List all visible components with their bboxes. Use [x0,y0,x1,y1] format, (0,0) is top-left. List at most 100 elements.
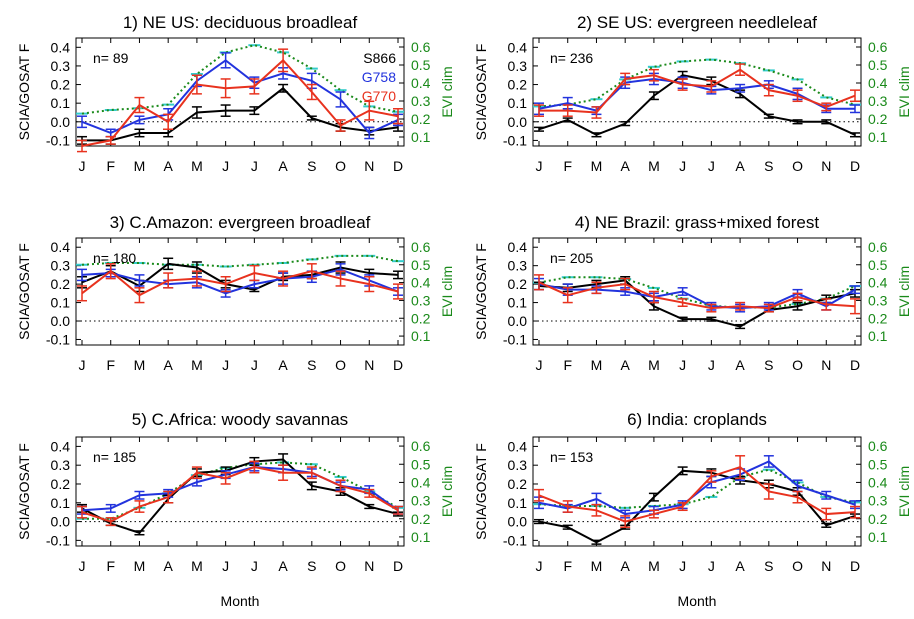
panel-title: 2) SE US: evergreen needleleaf [577,13,817,32]
month-label: M [591,158,603,174]
month-label: M [648,158,660,174]
month-label: M [191,558,203,574]
month-label: J [536,558,543,574]
x-axis-label: Month [221,593,260,609]
month-label: J [679,158,686,174]
series-line-S866 [82,86,399,142]
month-label: J [79,558,86,574]
plot-frame [75,37,405,147]
evi-tick-label: 0.1 [411,529,431,545]
y-tick-label: 0.4 [51,239,71,255]
month-label: S [307,357,316,373]
month-label: O [335,158,346,174]
evi-tick-label: 0.2 [868,310,888,326]
month-label: A [278,558,288,574]
evi-tick-label: 0.4 [868,75,888,91]
month-label: M [134,357,146,373]
y-tick-label: 0.1 [508,495,528,511]
evi-tick-label: 0.6 [411,39,431,55]
series-line-G770 [81,466,399,523]
n-label: n= 205 [550,250,593,266]
series-line-G758 [538,77,855,112]
month-label: A [621,158,631,174]
legend-G758: G758 [362,69,396,85]
month-label: N [821,357,831,373]
y-tick-label: 0.1 [51,95,71,111]
plot-frame [75,436,405,547]
month-label: J [708,558,715,574]
month-label: F [106,158,115,174]
evi-tick-label: 0.1 [868,328,888,344]
y-axis-label: SCIA/GOSAT F [473,443,489,540]
evi-tick-label: 0.5 [868,57,888,73]
month-label: M [134,158,146,174]
month-label: S [764,558,773,574]
evi-axis-label: EVI clim [896,266,912,317]
evi-tick-label: 0.6 [868,239,888,255]
month-label: M [191,158,203,174]
month-label: A [278,357,288,373]
y-tick-label: 0.4 [51,39,71,55]
y-tick-label: -0.1 [46,532,70,548]
evi-tick-label: 0.1 [411,129,431,145]
month-label: J [251,158,258,174]
series-line-S866 [538,469,856,544]
month-label: A [278,158,288,174]
evi-axis-label: EVI clim [896,66,912,117]
month-label: A [621,357,631,373]
y-tick-label: 0.0 [508,313,528,329]
evi-line [538,58,856,108]
evi-tick-label: 0.6 [868,39,888,55]
panel-title: 3) C.Amazon: evergreen broadleaf [110,213,371,232]
evi-tick-label: 0.2 [868,111,888,127]
y-tick-label: 0.4 [508,39,528,55]
month-label: A [164,357,174,373]
month-label: F [106,357,115,373]
evi-tick-label: 0.3 [411,93,431,109]
evi-tick-label: 0.3 [868,292,888,308]
y-tick-label: 0.2 [51,476,71,492]
evi-tick-label: 0.4 [868,275,888,291]
month-label: M [134,558,146,574]
month-label: M [591,357,603,373]
month-label: M [191,357,203,373]
n-label: n= 185 [93,449,136,465]
month-label: F [106,558,115,574]
series-line-S866 [538,74,856,136]
y-tick-label: 0.3 [51,258,71,274]
series-line-G770 [538,281,856,310]
month-label: O [792,158,803,174]
evi-tick-label: 0.6 [411,438,431,454]
evi-tick-label: 0.5 [411,456,431,472]
month-label: D [850,158,860,174]
series-line-G770 [81,58,399,147]
plot-frame [532,237,862,346]
n-label: n= 180 [93,250,136,266]
evi-tick-label: 0.1 [868,529,888,545]
panel-6: 6) India: croplands 0.4 0.3 0.2 0.1 0.0 -0.1 0.… [473,410,912,609]
n-label: n= 236 [550,50,593,66]
y-tick-label: 0.2 [51,77,71,93]
month-label: M [648,357,660,373]
evi-tick-label: 0.5 [868,257,888,273]
n-label: n= 89 [93,50,129,66]
month-label: A [735,357,745,373]
evi-tick-label: 0.2 [868,511,888,527]
evi-tick-label: 0.1 [411,328,431,344]
month-label: D [393,357,403,373]
evi-tick-label: 0.5 [868,456,888,472]
y-tick-label: -0.1 [46,331,70,347]
evi-tick-label: 0.5 [411,257,431,273]
month-label: F [563,558,572,574]
evi-tick-label: 0.6 [411,239,431,255]
month-label: O [335,558,346,574]
evi-tick-label: 0.4 [868,474,888,490]
month-label: A [621,558,631,574]
plot-frame [532,436,862,547]
y-tick-label: -0.1 [46,132,70,148]
y-tick-label: 0.1 [508,95,528,111]
month-label: N [364,158,374,174]
y-tick-label: -0.1 [503,132,527,148]
